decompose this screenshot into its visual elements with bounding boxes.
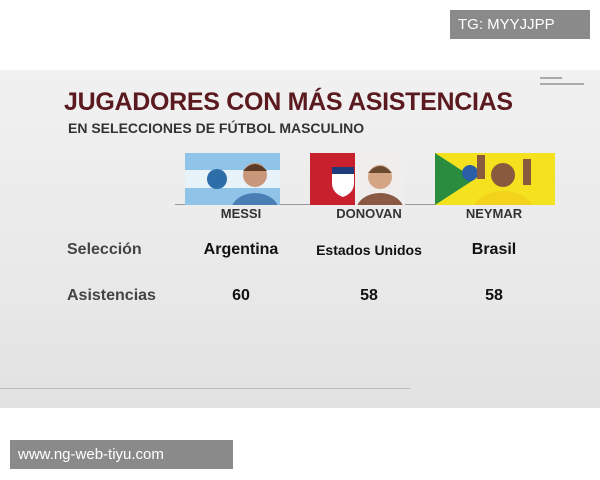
player-photo: [310, 153, 405, 205]
table-cell: Estados Unidos: [316, 242, 422, 258]
table-cell: Argentina: [203, 241, 279, 258]
row-label: Selección: [67, 241, 142, 258]
table-cell: 58: [485, 287, 503, 304]
column-header: NEYMAR: [465, 206, 523, 221]
footer-watermark: www.ng-web-tiyu.com: [10, 440, 233, 469]
column-header: MESSI: [220, 206, 262, 221]
subtitle: EN SELECCIONES DE FÚTBOL MASCULINO: [68, 120, 365, 136]
divider: [0, 388, 410, 389]
decoration: [540, 83, 584, 85]
player-photo: [435, 153, 555, 205]
title: JUGADORES CON MÁS ASISTENCIAS: [64, 88, 513, 116]
column-header: DONOVAN: [336, 206, 402, 221]
player-photo: [185, 153, 280, 205]
decoration: [540, 77, 562, 79]
row-label: Asistencias: [67, 287, 156, 304]
table-cell: Brasil: [471, 241, 517, 258]
table-cell: 60: [232, 287, 250, 304]
graphic-panel: [0, 70, 600, 408]
table-cell: 58: [360, 287, 378, 304]
watermark: TG: MYYJJPP: [450, 10, 590, 39]
